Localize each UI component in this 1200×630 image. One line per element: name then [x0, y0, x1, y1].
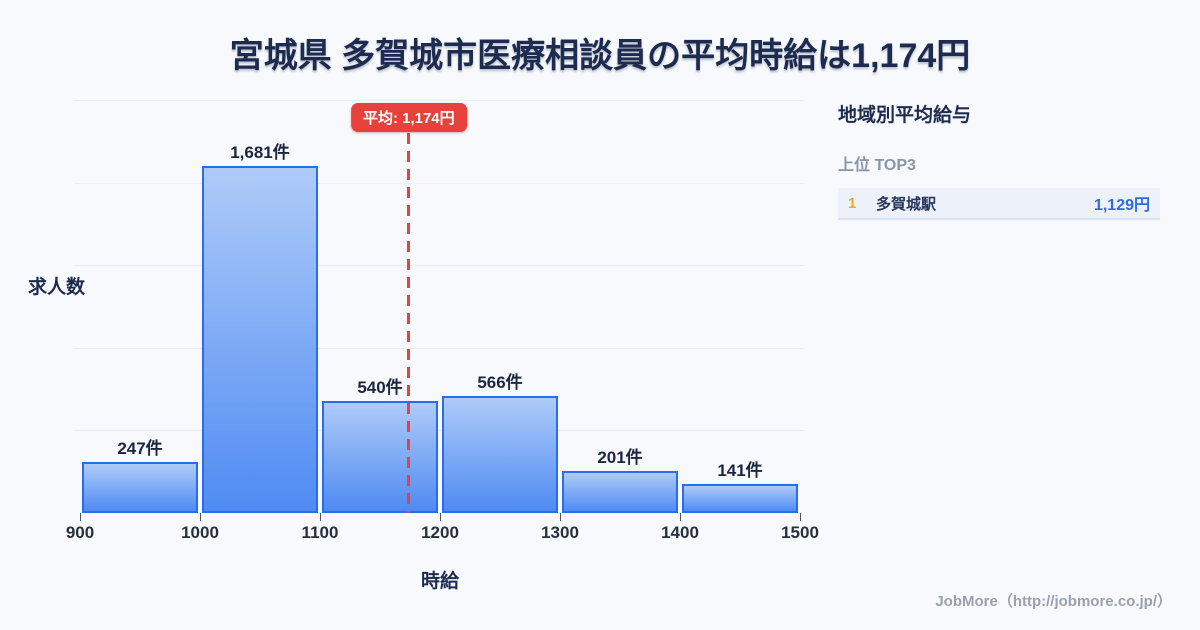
x-axis-tick	[799, 513, 801, 521]
x-tick-label: 1500	[781, 523, 819, 542]
bar-value-label: 1,681件	[230, 142, 290, 162]
region-salary-sidebar: 地域別平均給与 上位 TOP3 1 多賀城駅 1,129円	[838, 100, 1160, 220]
gridline	[74, 430, 804, 432]
average-dashed-line	[407, 133, 411, 513]
bar-value-label: 566件	[477, 373, 523, 393]
x-axis-tick	[439, 513, 441, 521]
page-title: 宮城県 多賀城市医療相談員の平均時給は1,174円	[229, 37, 971, 75]
x-tick-label: 1200	[421, 523, 459, 542]
bar-value-label: 540件	[357, 378, 403, 398]
sidebar-subheading: 上位 TOP3	[838, 157, 916, 174]
histogram-bar	[682, 483, 798, 513]
gridline	[74, 347, 804, 349]
histogram-bar	[82, 461, 198, 513]
x-axis-tick	[319, 513, 321, 521]
bar-value-label: 201件	[597, 448, 643, 468]
gridline	[74, 265, 804, 267]
rank-salary-value: 1,129円	[1093, 197, 1150, 214]
y-axis-label: 求人数	[28, 277, 86, 298]
histogram-bar	[322, 401, 438, 513]
gridline	[74, 100, 804, 101]
average-label-badge: 平均: 1,174円	[350, 103, 467, 132]
histogram-bar	[202, 165, 318, 513]
x-tick-label: 900	[65, 523, 95, 542]
x-tick-label: 1300	[541, 523, 579, 542]
footer-credit: JobMore（http://jobmore.co.jp/）	[935, 593, 1172, 610]
histogram-bar	[442, 396, 558, 513]
rank-row: 1 多賀城駅 1,129円	[838, 188, 1160, 220]
x-axis-tick	[79, 513, 81, 521]
bar-value-label: 247件	[117, 438, 163, 458]
bar-value-label: 141件	[717, 460, 763, 480]
rank-station-name: 多賀城駅	[876, 195, 937, 213]
x-axis-tick	[679, 513, 681, 521]
x-tick-label: 1400	[661, 523, 699, 542]
x-axis-label: 時給	[420, 571, 459, 592]
rank-number: 1	[848, 194, 857, 212]
x-tick-label: 1100	[301, 523, 339, 542]
x-axis-tick	[199, 513, 201, 521]
gridline	[74, 182, 804, 184]
sidebar-heading: 地域別平均給与	[838, 105, 972, 126]
rank-list: 1 多賀城駅 1,129円	[838, 188, 1160, 220]
x-axis-tick	[559, 513, 561, 521]
x-tick-label: 1000	[181, 523, 219, 542]
histogram-bar	[562, 471, 678, 513]
